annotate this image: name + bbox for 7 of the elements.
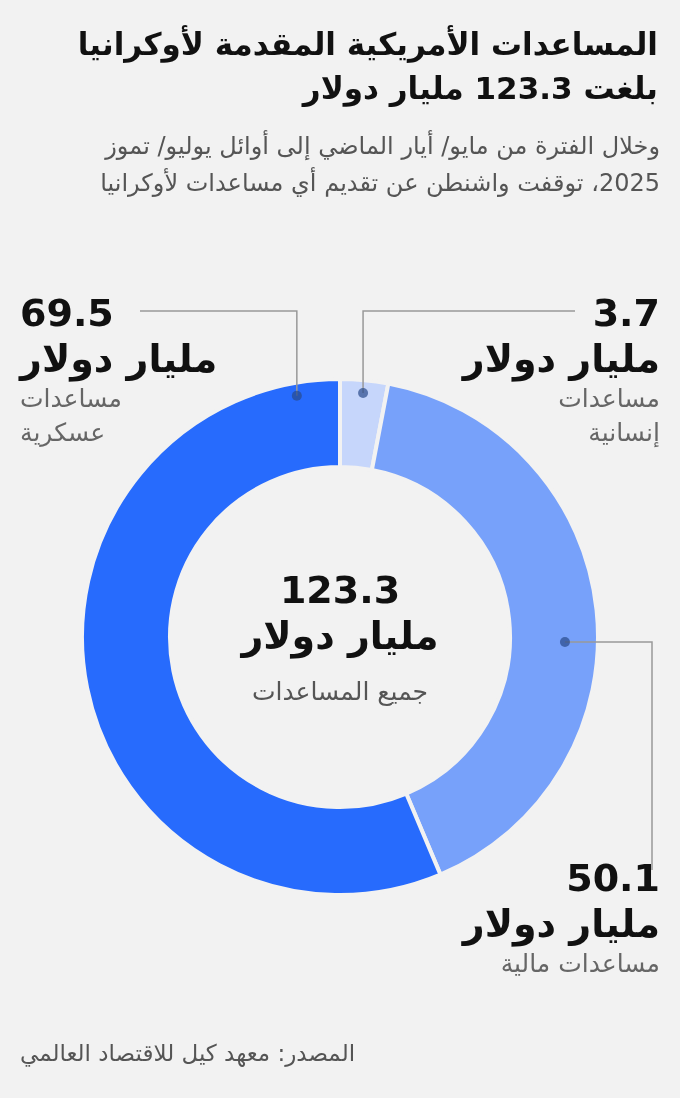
slice-label: مساعدات عسكرية bbox=[20, 383, 123, 449]
chart-subtitle: وخلال الفترة من مايو/ أيار الماضي إلى أوائل يوليو/ تموز 2025، توقفت واشنطن عن تقديم أي مساعدات لأوكرانيا bbox=[99, 129, 660, 199]
chart-title: المساعدات الأمريكية المقدمة لأوكرانيا بلغت 123.3 مليار دولار bbox=[76, 24, 658, 109]
text: المصدر: معهد كيل للاقتصاد العالمي bbox=[20, 1040, 357, 1066]
text: جميع المساعدات bbox=[250, 677, 430, 706]
slice-label: مساعدات إنسانية bbox=[557, 383, 660, 449]
slice-label: مساعدات مالية bbox=[500, 948, 660, 980]
